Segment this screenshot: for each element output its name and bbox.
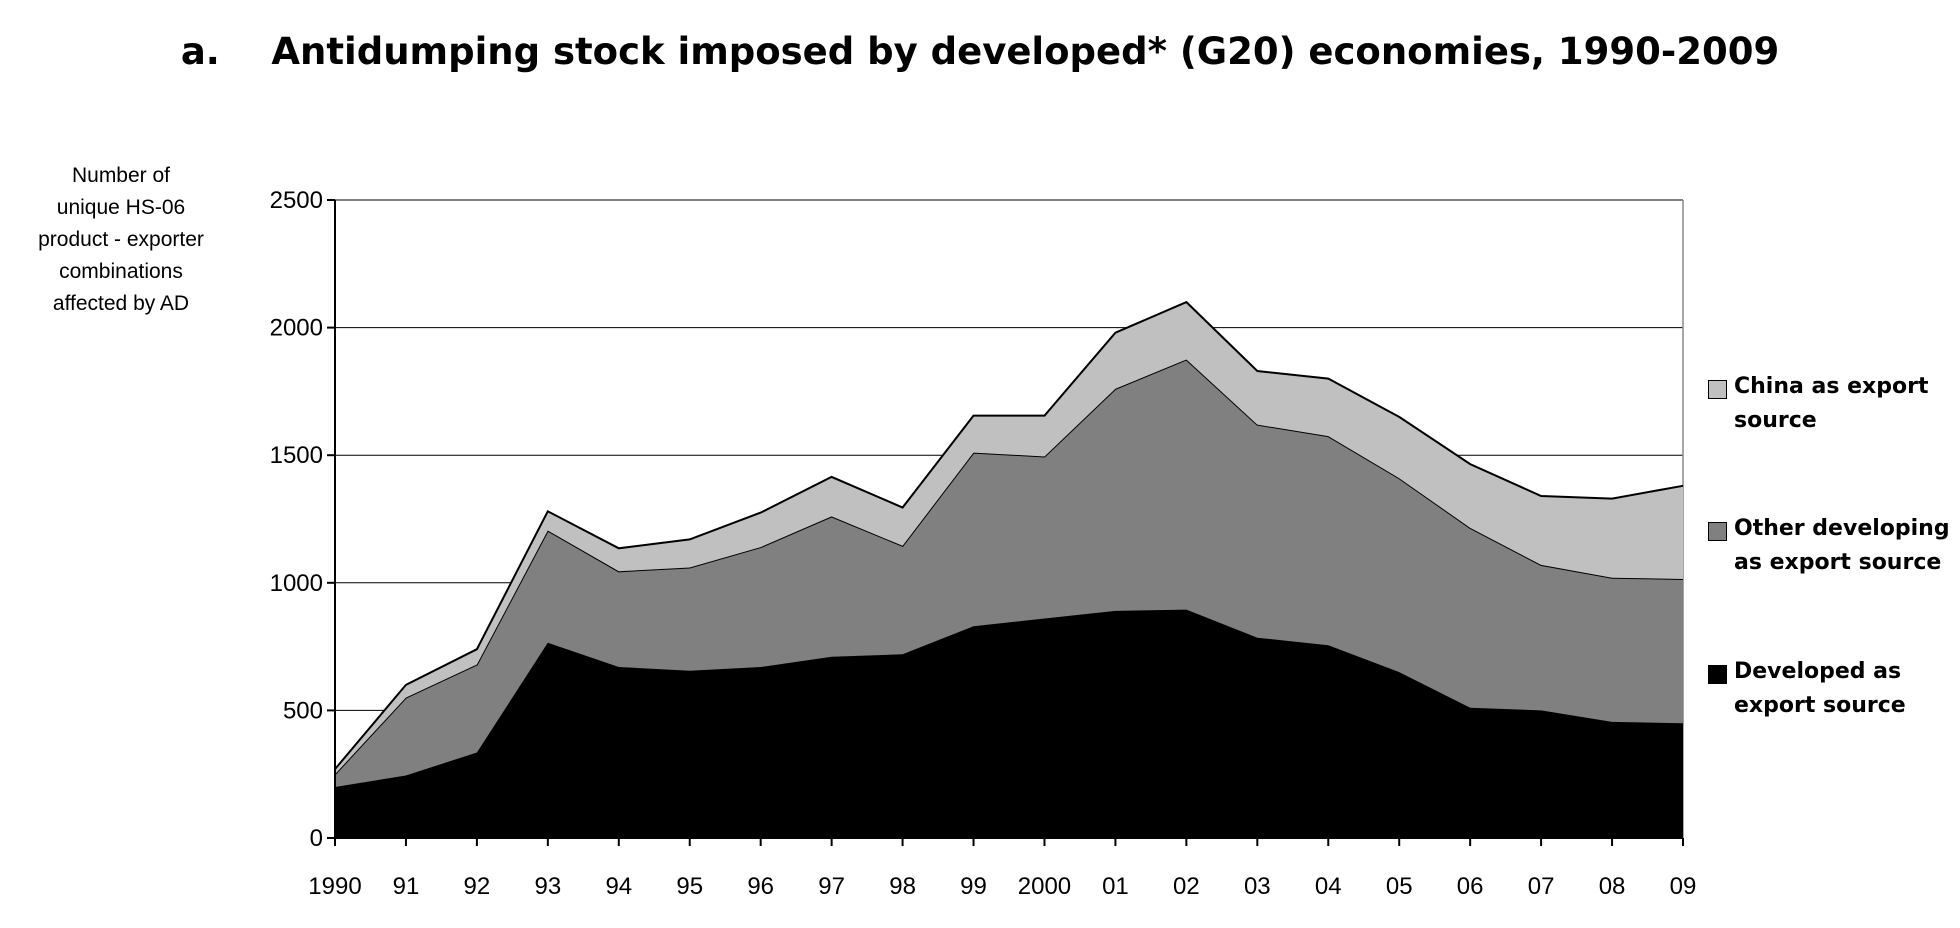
legend-swatch-china <box>1708 380 1727 399</box>
legend-swatch-developed <box>1708 665 1727 684</box>
x-tick-label: 01 <box>1102 873 1129 900</box>
y-tick-label: 1000 <box>270 570 323 597</box>
x-tick-label: 06 <box>1457 873 1484 900</box>
x-tick-label: 95 <box>676 873 703 900</box>
x-tick-label: 08 <box>1599 873 1626 900</box>
y-tick-label: 2500 <box>270 187 323 214</box>
legend-label-other-developing: Other developing as export source <box>1734 516 1950 575</box>
x-tick-label: 03 <box>1244 873 1271 900</box>
legend-label-china: China as export source <box>1734 374 1929 433</box>
y-axis-label: Number of unique HS-06 product - exporte… <box>10 160 232 320</box>
area-series-other <box>335 359 1683 787</box>
x-tick-label: 02 <box>1173 873 1200 900</box>
x-tick-label: 92 <box>464 873 491 900</box>
legend-label-developed: Developed as export source <box>1734 659 1906 718</box>
x-tick-label: 94 <box>605 873 632 900</box>
area-edge-china <box>334 300 1684 770</box>
y-tick-label: 2000 <box>270 315 323 342</box>
y-axis-label-line: combinations <box>59 260 183 283</box>
y-axis-label-line: product - exporter <box>38 228 204 251</box>
area-series-developed <box>335 609 1683 838</box>
y-axis-label-line: Number of <box>71 164 171 187</box>
x-tick-label: 98 <box>889 873 916 900</box>
x-tick-label: 09 <box>1670 873 1697 900</box>
legend-swatch-other-developing <box>1708 522 1727 541</box>
x-tick-label: 04 <box>1315 873 1342 900</box>
x-tick-label: 2000 <box>1018 873 1071 900</box>
y-tick-label: 1500 <box>270 442 323 469</box>
x-tick-label: 96 <box>747 873 774 900</box>
y-tick-label: 500 <box>283 697 323 724</box>
x-tick-label: 97 <box>818 873 845 900</box>
x-tick-label: 99 <box>960 873 987 900</box>
x-tick-label: 1990 <box>308 873 361 900</box>
y-axis-label-line: affected by AD <box>52 292 190 315</box>
x-tick-label: 91 <box>393 873 420 900</box>
y-axis-label-line: unique HS-06 <box>56 196 186 219</box>
x-tick-label: 07 <box>1528 873 1555 900</box>
chart-title: a. Antidumping stock imposed by develope… <box>180 30 1780 73</box>
area-series-china <box>335 302 1683 775</box>
x-tick-label: 93 <box>534 873 561 900</box>
x-tick-label: 05 <box>1386 873 1413 900</box>
y-tick-label: 0 <box>310 825 323 852</box>
